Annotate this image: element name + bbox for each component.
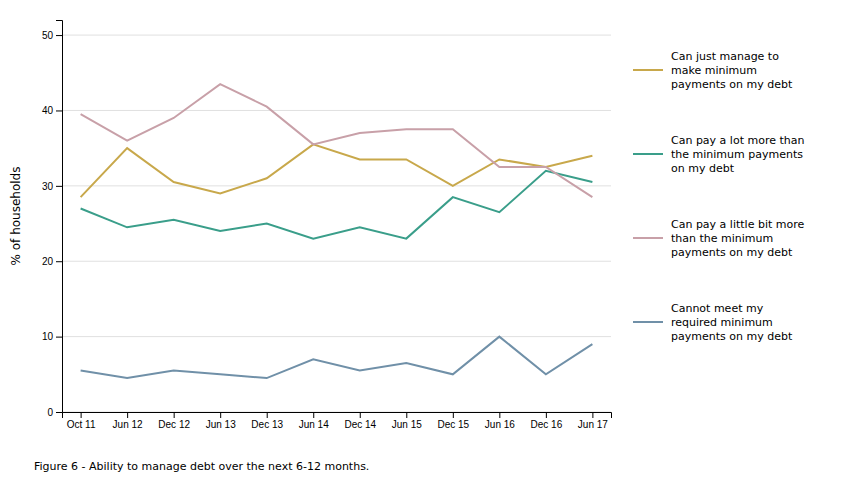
x-tick-label: Dec 13 bbox=[251, 419, 283, 430]
x-tick: Dec 12 bbox=[158, 412, 190, 430]
y-tick-label: 0 bbox=[47, 407, 53, 418]
x-tick: Dec 16 bbox=[531, 412, 563, 430]
y-tick-label: 50 bbox=[42, 30, 54, 41]
lines bbox=[81, 84, 593, 378]
plot-area: Oct 11 Jun 12 Dec 12 Jun 13 Dec 13 Jun 14 Dec … bbox=[9, 21, 612, 431]
x-tick: Oct 11 bbox=[67, 412, 96, 430]
x-tick: Dec 15 bbox=[437, 412, 469, 430]
legend-label-line: payments on my debt bbox=[671, 330, 793, 343]
legend-label-line: the minimum payments bbox=[671, 148, 803, 161]
legend-label-line: Can pay a little bit more bbox=[671, 218, 804, 231]
legend-item: Cannot meet myrequired minimumpayments o… bbox=[633, 302, 793, 343]
legend-label-line: make minimum bbox=[671, 64, 757, 77]
y-tick-mark bbox=[56, 412, 62, 413]
grid-line bbox=[62, 35, 611, 36]
x-tick-mark bbox=[499, 412, 500, 418]
x-tick-mark bbox=[127, 412, 128, 418]
legend-item: Can pay a little bit morethan the minimu… bbox=[633, 218, 804, 259]
legend-label-line: Can pay a lot more than bbox=[671, 134, 804, 147]
caption: Figure 6 - Ability to manage debt over t… bbox=[34, 460, 369, 473]
x-tick-label: Jun 12 bbox=[113, 419, 143, 430]
x-tick-label: Jun 17 bbox=[578, 419, 608, 430]
x-tick-mark bbox=[592, 412, 593, 418]
legend-label: Cannot meet myrequired minimumpayments o… bbox=[671, 302, 793, 343]
legend-label-line: Cannot meet my bbox=[671, 302, 764, 315]
series-line bbox=[81, 144, 593, 197]
legend-swatch bbox=[633, 321, 663, 323]
x-tick-mark bbox=[453, 412, 454, 418]
y-tick-mark bbox=[56, 35, 62, 36]
x-tick-mark bbox=[406, 412, 407, 418]
x-tick-mark bbox=[546, 412, 547, 418]
y-axis-title: % of households bbox=[9, 167, 23, 266]
legend-item: Can pay a lot more thanthe minimum payme… bbox=[633, 134, 804, 175]
legend-label: Can pay a little bit morethan the minimu… bbox=[671, 218, 804, 259]
y-axis-line bbox=[56, 21, 63, 413]
y-tick: 50 bbox=[42, 30, 62, 41]
x-tick-mark bbox=[313, 412, 314, 418]
x-tick: Jun 17 bbox=[578, 412, 608, 430]
x-tick-label: Dec 14 bbox=[344, 419, 376, 430]
legend: Can just manage tomake minimumpayments o… bbox=[633, 50, 804, 343]
legend-label-line: Can just manage to bbox=[671, 50, 779, 63]
legend-swatch bbox=[633, 237, 663, 239]
y-tick-mark bbox=[56, 186, 62, 187]
y-tick-mark bbox=[56, 337, 62, 338]
legend-label-line: required minimum bbox=[671, 316, 773, 329]
y-tick: 20 bbox=[42, 256, 62, 267]
legend-label-line: payments on my debt bbox=[671, 246, 793, 259]
legend-swatch bbox=[633, 69, 663, 71]
x-tick-label: Dec 12 bbox=[158, 419, 190, 430]
x-axis-line bbox=[63, 413, 612, 419]
x-tick: Jun 14 bbox=[299, 412, 329, 430]
legend-label-line: on my debt bbox=[671, 162, 735, 175]
y-tick-mark bbox=[56, 110, 62, 111]
x-tick-label: Jun 14 bbox=[299, 419, 329, 430]
series-line bbox=[81, 337, 593, 378]
x-tick-label: Oct 11 bbox=[67, 419, 96, 430]
x-tick: Dec 14 bbox=[344, 412, 376, 430]
x-tick-mark bbox=[267, 412, 268, 418]
legend-label: Can just manage tomake minimumpayments o… bbox=[671, 50, 793, 91]
legend-label: Can pay a lot more thanthe minimum payme… bbox=[671, 134, 804, 175]
x-tick: Dec 13 bbox=[251, 412, 283, 430]
x-tick-label: Jun 16 bbox=[485, 419, 515, 430]
x-tick-mark bbox=[174, 412, 175, 418]
series-line bbox=[81, 84, 593, 197]
x-tick-mark bbox=[81, 412, 82, 418]
x-tick-label: Jun 13 bbox=[206, 419, 236, 430]
y-tick: 0 bbox=[47, 407, 62, 418]
legend-label-line: payments on my debt bbox=[671, 78, 793, 91]
x-tick-mark bbox=[360, 412, 361, 418]
x-tick: Jun 12 bbox=[113, 412, 143, 430]
y-axis: 0 10 20 30 40 50 bbox=[42, 21, 63, 418]
series-line bbox=[81, 171, 593, 239]
y-tick: 30 bbox=[42, 181, 62, 192]
legend-label-line: than the minimum bbox=[671, 232, 773, 245]
y-tick: 10 bbox=[42, 331, 62, 342]
x-tick: Jun 16 bbox=[485, 412, 515, 430]
grid-line bbox=[62, 336, 611, 337]
legend-swatch bbox=[633, 153, 663, 155]
grid-line bbox=[62, 110, 611, 111]
chart-svg: Oct 11 Jun 12 Dec 12 Jun 13 Dec 13 Jun 14 Dec … bbox=[0, 0, 861, 484]
x-tick-label: Dec 16 bbox=[531, 419, 563, 430]
y-tick: 40 bbox=[42, 105, 62, 116]
x-tick: Jun 13 bbox=[206, 412, 236, 430]
x-tick-mark bbox=[220, 412, 221, 418]
grid bbox=[62, 35, 611, 412]
legend-item: Can just manage tomake minimumpayments o… bbox=[633, 50, 793, 91]
x-tick-label: Jun 15 bbox=[392, 419, 422, 430]
y-tick-label: 40 bbox=[42, 105, 54, 116]
x-tick-label: Dec 15 bbox=[437, 419, 469, 430]
y-tick-mark bbox=[56, 261, 62, 262]
y-tick-label: 30 bbox=[42, 181, 54, 192]
y-tick-label: 20 bbox=[42, 256, 54, 267]
x-tick: Jun 15 bbox=[392, 412, 422, 430]
grid-line bbox=[62, 261, 611, 262]
y-tick-label: 10 bbox=[42, 331, 54, 342]
x-axis: Oct 11 Jun 12 Dec 12 Jun 13 Dec 13 Jun 14 Dec … bbox=[63, 412, 612, 430]
